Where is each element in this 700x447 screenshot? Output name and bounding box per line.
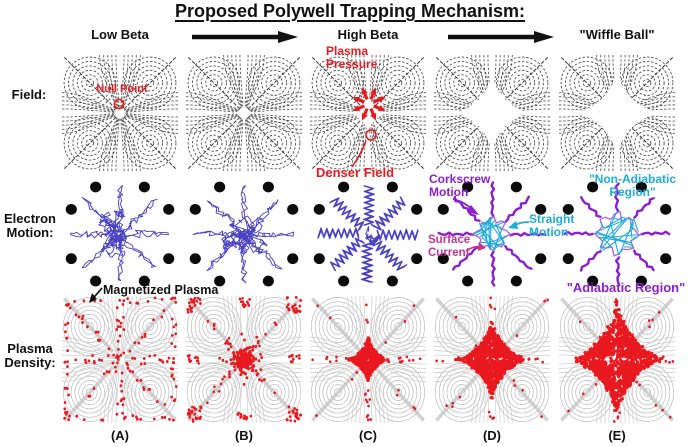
plasma-density-panel-b [186,296,302,423]
column-label-e: (E) [608,428,626,443]
progression-arrow-left-icon [192,31,298,43]
field-panel-b [186,55,302,171]
figure-title: Proposed Polywell Trapping Mechanism: [174,1,526,21]
electron-motion-panel-c [313,181,423,287]
non-adiabatic-region-label: "Non-Adiabatic Region" [588,172,677,199]
denser-field-marker-icon [365,129,377,141]
progression-arrow-right-icon [448,31,554,43]
surface-current-arrow-icon [465,242,486,252]
null-point-marker-icon [113,98,125,110]
electron-motion-panel-e [562,181,672,287]
field-panel-c [310,55,426,171]
plasma-pressure-burst-icon [352,87,386,121]
field-panel-e [559,55,675,171]
row-label-plasma-density: Plasma Density: [4,341,56,370]
electron-motion-panel-b [189,181,299,287]
denser-field-leader-line [351,140,367,168]
row-label-field: Field: [11,87,47,102]
plasma-pressure-label: Plasma Pressure [326,44,378,71]
header-low-beta: Low Beta [91,27,149,42]
electron-motion-panel-d [437,181,547,287]
plasma-density-panel-e [559,296,675,423]
straight-motion-label: Straight Motion [529,212,575,239]
column-label-b: (B) [234,428,254,443]
plasma-density-panel-a [62,296,178,423]
field-panel-d [434,55,550,171]
column-label-c: (C) [358,428,378,443]
corkscrew-motion-label: Corkscrew Motion [429,172,491,199]
row-label-electron-motion: Electron Motion: [3,211,56,240]
denser-field-label: Denser Field [316,165,395,180]
column-label-d: (D) [482,428,502,443]
magnetized-plasma-arrow-icon [89,287,103,303]
surface-current-label: Surface Current [428,234,471,259]
electron-motion-panel-a [65,181,175,287]
header-high-beta: High Beta [337,27,399,42]
field-panel-a [62,55,178,171]
corkscrew-motion-arrow-icon [452,198,479,215]
plasma-density-panel-d [434,296,550,423]
column-label-a: (A) [110,428,130,443]
null-point-label: Null Point [96,83,148,95]
magnetized-plasma-label: Magnetized Plasma [103,283,219,297]
plasma-density-panel-c [310,296,426,423]
straight-motion-arrow-icon [508,221,530,229]
header-wiffle-ball: "Wiffle Ball" [579,27,655,42]
adiabatic-region-label: "Adiabatic Region" [566,280,686,295]
